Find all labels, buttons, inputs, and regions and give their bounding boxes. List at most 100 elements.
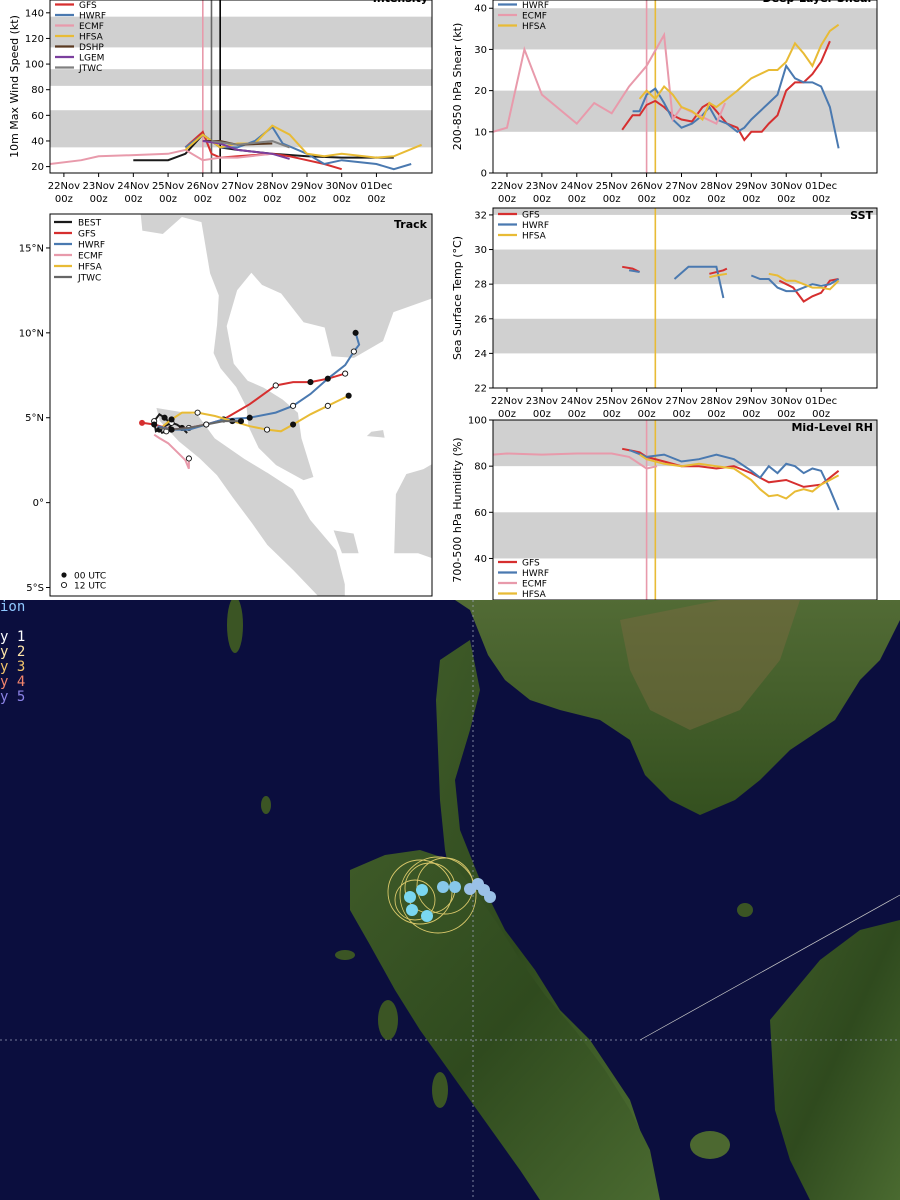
y-tick-label: 26 xyxy=(474,314,487,325)
satellite-map xyxy=(0,600,900,1200)
legend-marker-12 xyxy=(60,581,68,589)
track-point xyxy=(185,455,192,462)
track-point xyxy=(151,421,158,428)
threshold-band xyxy=(50,16,432,48)
legend-entry: HFSA xyxy=(78,263,103,273)
lat-tick-label: 10°N xyxy=(19,328,44,339)
y-tick-label: 20 xyxy=(31,162,44,173)
x-tick-label: 27Nov xyxy=(221,181,253,192)
legend-entry: HWRF xyxy=(522,221,549,231)
x-tick-label: 00z xyxy=(707,409,725,420)
chart-title: Intensity xyxy=(373,0,428,5)
x-tick-label: 00z xyxy=(229,194,247,205)
x-tick-label: 00z xyxy=(673,409,691,420)
track-point xyxy=(139,419,146,426)
x-tick-label: 00z xyxy=(159,194,177,205)
series-line-gfs xyxy=(622,447,840,488)
threshold-band xyxy=(493,318,877,354)
series-line-hfsa xyxy=(639,453,840,500)
series-line-gfs xyxy=(778,278,839,303)
guidance-charts: 2040608010012014022Nov00z23Nov00z24Nov00… xyxy=(8,0,878,601)
lat-tick-label: 0° xyxy=(33,498,44,509)
y-tick-label: 100 xyxy=(468,416,487,427)
x-tick-label: 25Nov xyxy=(596,396,628,407)
x-tick-label: 00z xyxy=(263,194,281,205)
x-tick-label: 23Nov xyxy=(82,181,114,192)
satellite-legend-item: y 3 xyxy=(0,659,26,675)
x-tick-label: 27Nov xyxy=(665,396,697,407)
x-tick-label: 24Nov xyxy=(561,181,593,192)
series-line-best xyxy=(133,133,394,162)
x-tick-label: 24Nov xyxy=(561,396,593,407)
chart-title: Mid-Level RH xyxy=(791,421,873,434)
track-line-hfsa xyxy=(162,394,350,433)
legend-entry: GFS xyxy=(78,230,96,240)
satellite-legend-item: y 2 xyxy=(0,644,26,660)
series-line-hwrf xyxy=(628,449,840,511)
track-point xyxy=(272,382,279,389)
legend-entry: GFS xyxy=(522,0,540,1)
series-line-gfs xyxy=(709,267,728,275)
x-tick-label: 00z xyxy=(568,194,586,205)
x-tick-label: 00z xyxy=(777,409,795,420)
track-point xyxy=(168,416,175,423)
y-tick-label: 22 xyxy=(474,384,487,395)
lat-tick-label: 15°N xyxy=(19,243,44,254)
x-tick-label: 29Nov xyxy=(735,181,767,192)
legend-entry: HFSA xyxy=(522,232,547,242)
x-tick-label: 00z xyxy=(498,194,516,205)
y-axis-label: 10m Max Wind Speed (kt) xyxy=(8,15,21,158)
x-tick-label: 00z xyxy=(603,409,621,420)
x-tick-label: 00z xyxy=(367,194,385,205)
series-line-ecmf xyxy=(493,452,658,470)
x-tick-label: 29Nov xyxy=(291,181,323,192)
lat-tick-label: 5°S xyxy=(26,583,44,594)
chart-track: 15°N 10°N 5°N 0° 5°S Track BESTGFSHWRFECMFHFSA… xyxy=(19,213,433,597)
x-tick-label: 00z xyxy=(55,194,73,205)
threshold-band xyxy=(493,8,877,50)
andaman-island xyxy=(227,600,243,653)
series-line-hwrf xyxy=(632,63,840,149)
y-tick-label: 40 xyxy=(31,136,44,147)
series-line-hfsa xyxy=(768,272,840,291)
x-tick-label: 28Nov xyxy=(700,396,732,407)
legend-entry: HWRF xyxy=(78,241,105,251)
track-area xyxy=(50,214,432,596)
track-point xyxy=(290,402,297,409)
legend-entry: HWRF xyxy=(522,569,549,579)
threshold-band xyxy=(493,90,877,132)
boundary-line xyxy=(639,894,900,1041)
track-point xyxy=(350,348,357,355)
x-tick-label: 22Nov xyxy=(48,181,80,192)
x-tick-label: 25Nov xyxy=(152,181,184,192)
threshold-band xyxy=(493,249,877,285)
track-point xyxy=(237,418,245,425)
map-land xyxy=(365,429,386,439)
plot-area xyxy=(493,0,877,173)
chart-deep-layer-shear: 0 10 20 30 40 22Nov 00z 23Nov 00z 24Nov 00z 25Nov 00… xyxy=(451,0,878,205)
x-tick-label: 01Dec xyxy=(805,396,837,407)
lat-tick-label: 5°N xyxy=(25,413,44,424)
x-tick-label: 23Nov xyxy=(526,396,558,407)
x-tick-label: 00z xyxy=(533,409,551,420)
threshold-band xyxy=(493,420,877,467)
series-line-hfsa xyxy=(709,272,728,279)
track-point xyxy=(168,426,175,433)
track-point xyxy=(290,421,297,428)
bangka-island xyxy=(690,1131,730,1159)
threshold-band xyxy=(493,208,877,215)
plot-frame xyxy=(492,207,878,389)
chart-title: Deep-Layer Shear xyxy=(762,0,873,5)
y-tick-label: 28 xyxy=(474,280,487,291)
map-land xyxy=(393,463,432,560)
y-tick-label: 20 xyxy=(474,86,487,97)
plot-area xyxy=(493,208,877,388)
chart-legend: BESTGFSHWRFECMFHFSADSHPLGEMJTWC xyxy=(55,0,106,74)
y-tick-label: 40 xyxy=(474,554,487,565)
x-tick-label: 01Dec xyxy=(360,181,392,192)
series-line-ecmf xyxy=(493,31,727,133)
y-tick-label: 120 xyxy=(25,34,44,45)
legend-entry: ECMF xyxy=(78,252,103,262)
